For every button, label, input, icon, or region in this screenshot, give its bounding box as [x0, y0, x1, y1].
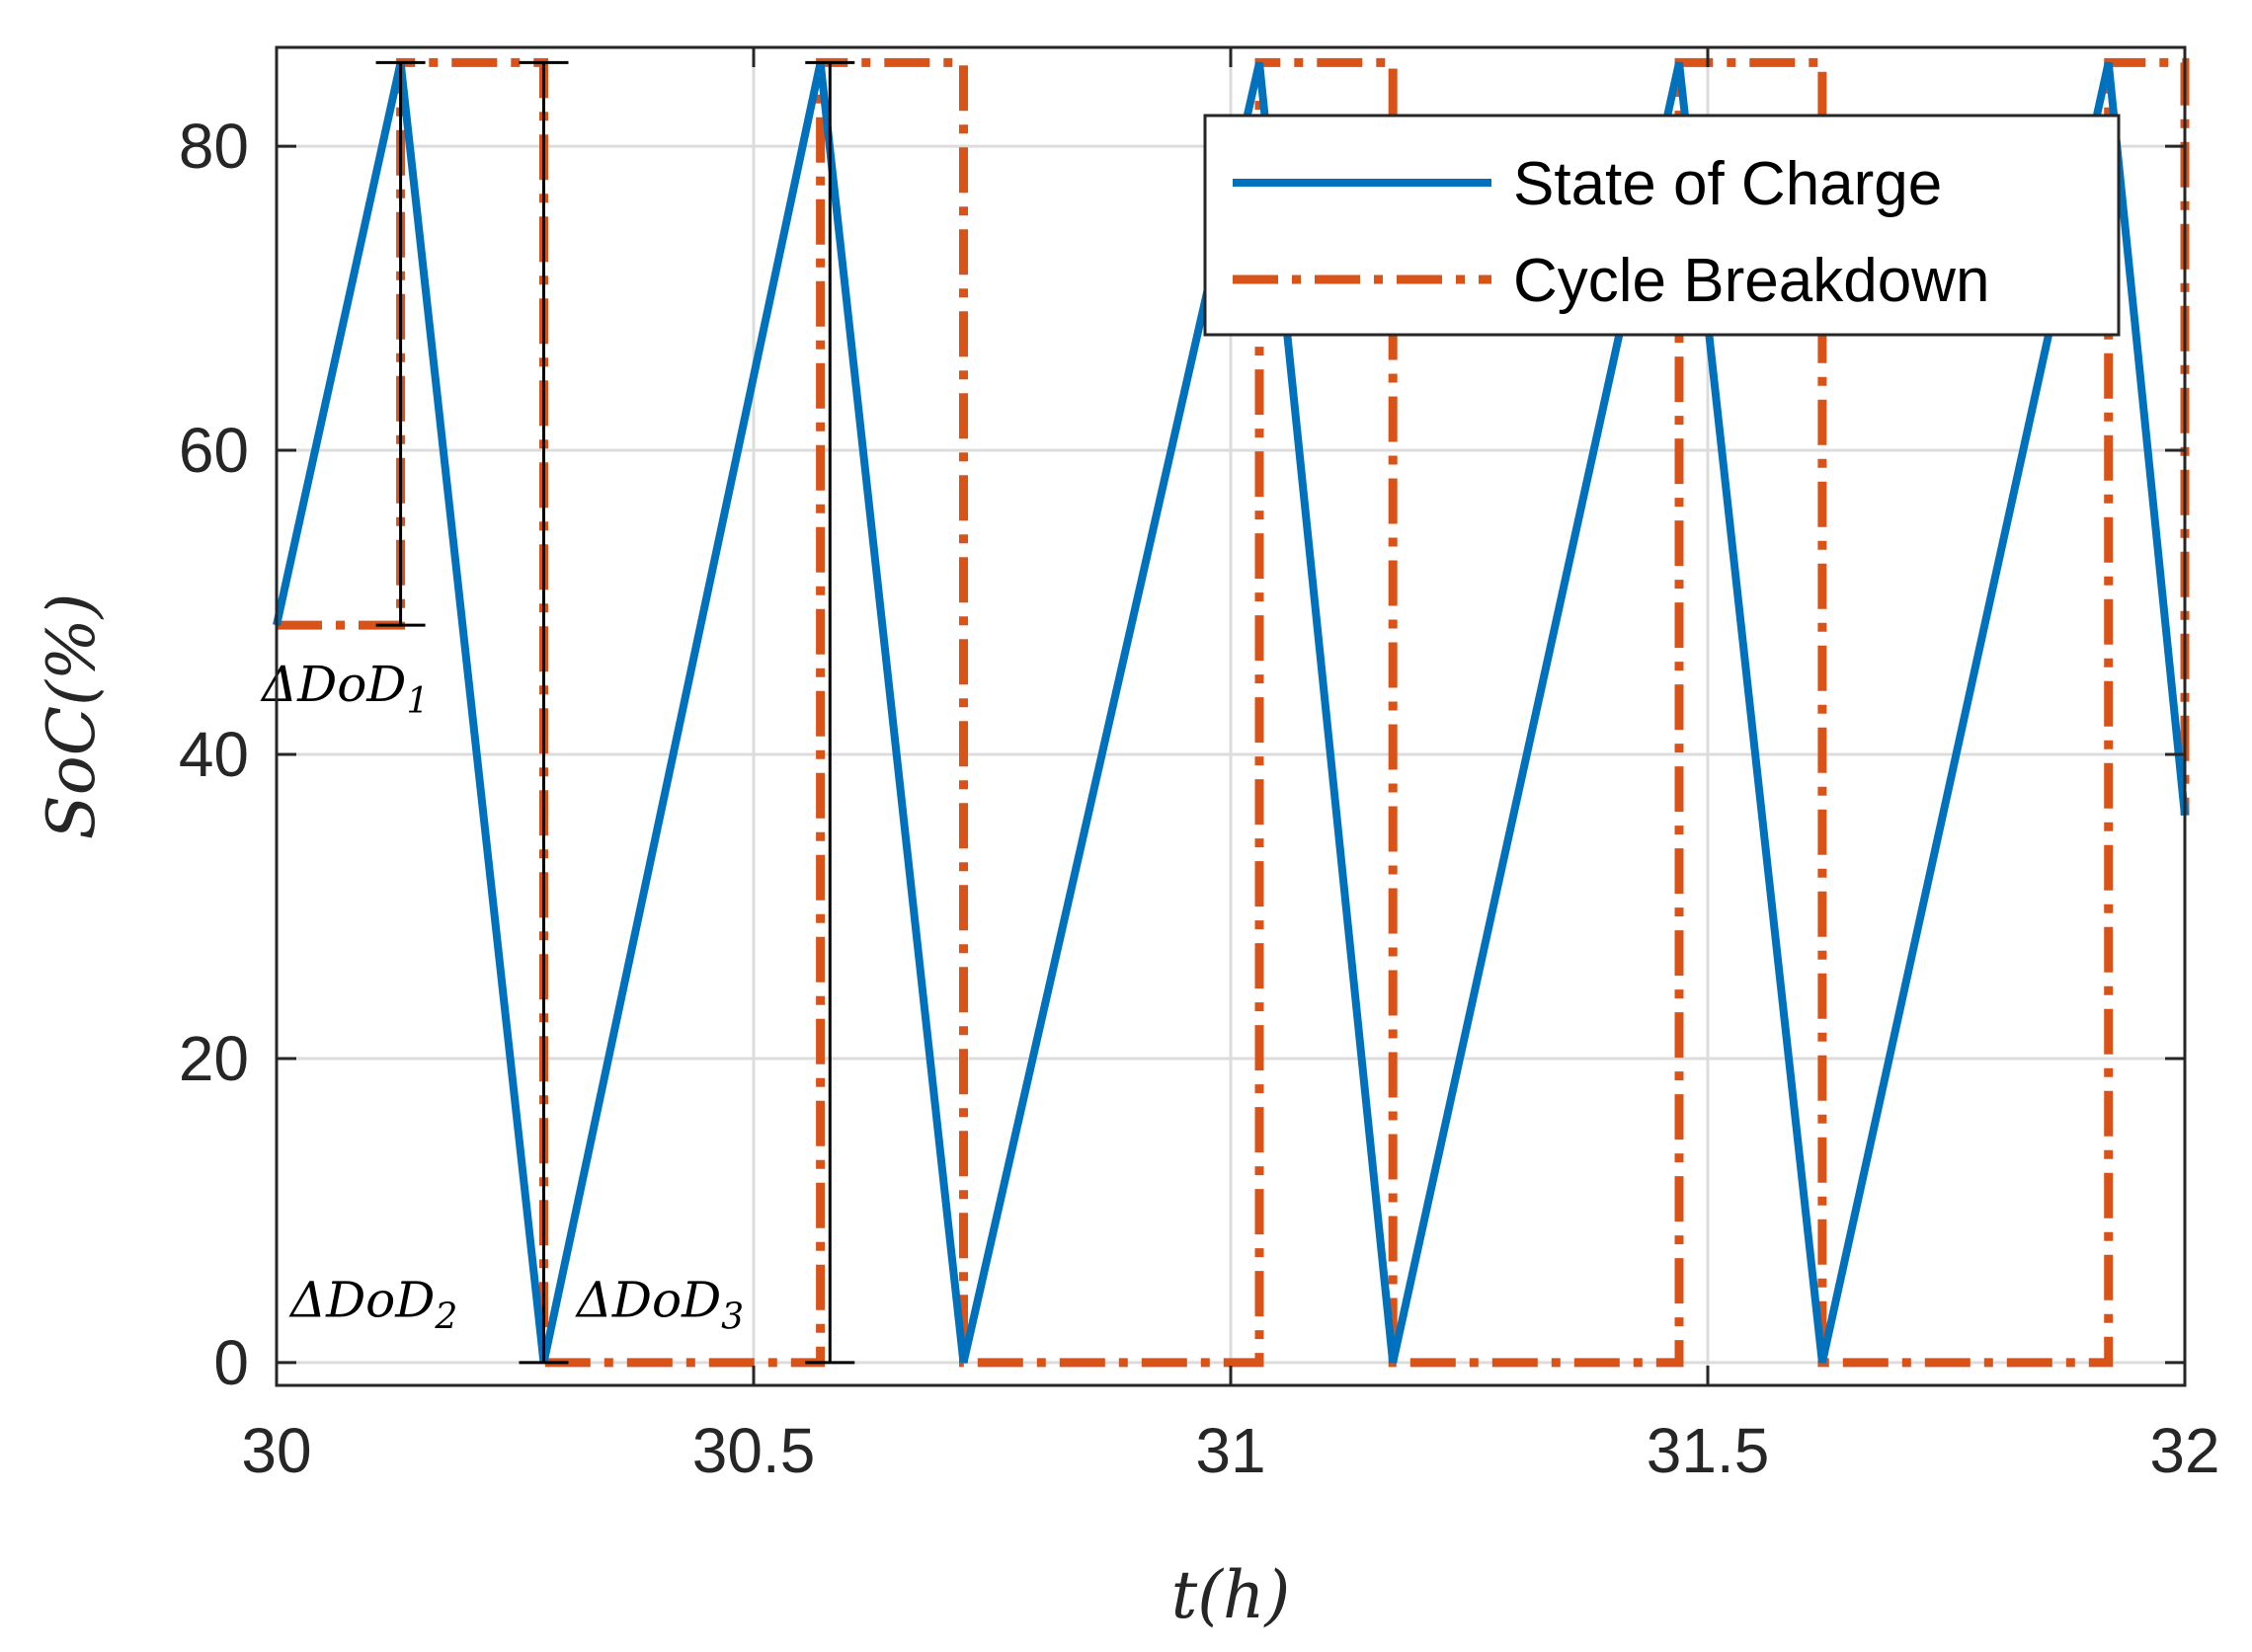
errorbar-layer	[375, 60, 855, 1365]
annotation-dod-3: ΔDoD3	[575, 1272, 744, 1338]
y-tick-label-0: 0	[213, 1327, 249, 1398]
x-tick-label-3: 31.5	[1647, 1415, 1770, 1486]
dod-errorbar-3	[805, 60, 855, 1365]
legend-box	[1203, 114, 2121, 337]
annotation-subscript: 3	[721, 1298, 744, 1338]
state-of-charge-line	[273, 61, 2189, 1364]
x-tick-label-1: 30.5	[692, 1415, 816, 1486]
annotation-layer: ΔDoD1 ΔDoD2 ΔDoD3	[260, 656, 744, 1338]
y-tick-label-4: 80	[179, 111, 249, 182]
y-tick-label-2: 40	[179, 719, 249, 790]
y-tick-label-1: 20	[179, 1023, 249, 1094]
y-axis-title: SoC(%)	[34, 593, 110, 840]
annotation-subscript: 1	[406, 681, 429, 722]
x-tick-label-4: 32	[2149, 1415, 2219, 1486]
legend-label-cycle: Cycle Breakdown	[1513, 247, 1989, 315]
annotation-subscript: 2	[434, 1298, 457, 1338]
annotation-dod-2: ΔDoD2	[288, 1272, 457, 1338]
x-tick-label-0: 30	[241, 1415, 311, 1486]
legend: State of Charge Cycle Breakdown	[1203, 114, 2121, 337]
dod-errorbar-2	[519, 60, 569, 1365]
annotation-dod-1: ΔDoD1	[260, 656, 429, 722]
x-axis-title: t(h)	[1171, 1557, 1291, 1633]
y-tick-label-3: 60	[179, 415, 249, 486]
x-tick-label-2: 31	[1195, 1415, 1265, 1486]
legend-label-soc: State of Charge	[1513, 150, 1942, 218]
dod-errorbar-1	[375, 60, 426, 627]
axes-layer	[275, 45, 2187, 1387]
